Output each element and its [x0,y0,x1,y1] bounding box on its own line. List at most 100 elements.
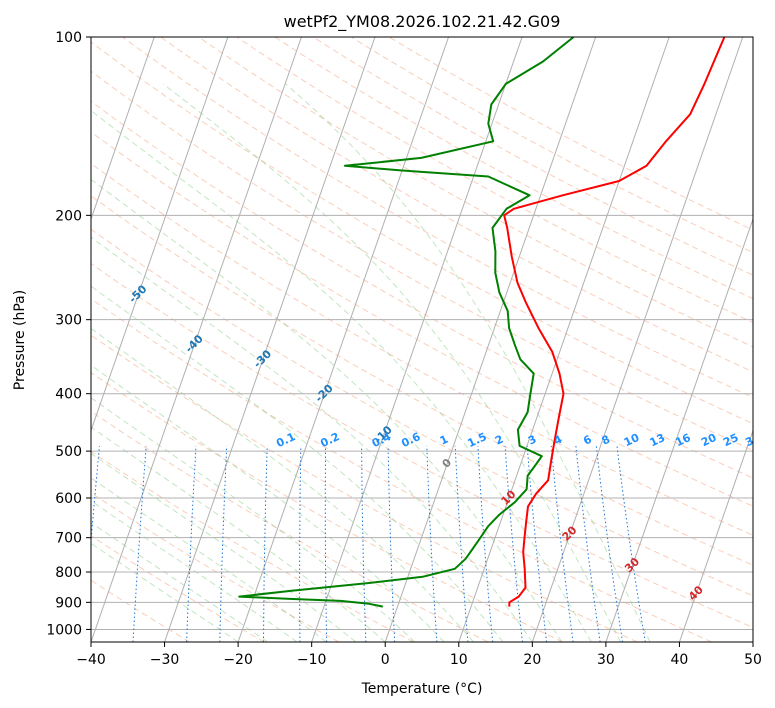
y-tick-label: 400 [55,387,82,403]
mixing-ratio-line [132,445,147,642]
mixing-ratio-line [186,445,197,642]
dry-adiabat-line [91,535,265,642]
moist-adiabat-line [91,236,533,642]
dry-adiabat-line [160,37,753,373]
dry-adiabat-line [274,37,753,300]
isotherm-label: -60 [70,233,93,256]
moist-adiabat-line [91,477,327,642]
isotherm-line [605,217,753,642]
x-tick-label: −40 [76,652,106,668]
dry-adiabat-line [91,492,340,642]
dry-adiabat-line [236,37,753,323]
mixing-ratio-label: 20 [699,431,719,449]
dewpoint-profile-line [238,37,575,608]
y-tick-label: 900 [55,595,82,611]
profile-series [238,37,726,608]
dry-adiabat-line [91,195,753,566]
isotherm-line [384,37,597,642]
dry-adiabat-line [91,372,563,642]
mixing-ratio-line [361,445,367,642]
moist-adiabat-line [91,542,239,642]
y-tick-label: 800 [55,565,82,581]
isotherm-line [0,37,7,642]
isotherm-line [91,37,155,221]
mixing-ratio-label: 10 [622,431,642,449]
temperature-profile-line [503,37,726,607]
dry-adiabat-line [350,37,753,253]
x-tick-label: 50 [744,652,762,668]
dry-adiabat-line [91,298,713,642]
dry-adiabat-line [91,162,753,536]
mixing-ratio-line [595,445,624,642]
dry-adiabat-line [312,37,753,276]
plot-background [91,37,753,642]
y-tick-label: 600 [55,491,82,507]
mixing-ratio-line [477,445,494,642]
moist-adiabat-line [91,500,298,642]
dry-adiabat-line [388,37,753,231]
mixing-ratio-line [426,445,438,642]
isotherm-line [531,37,744,642]
y-tick-label: 1000 [46,622,82,638]
chart-title: wetPf2_YM08.2026.102.21.42.G09 [284,12,561,32]
isotherm-line [678,429,753,642]
x-tick-label: −10 [297,652,327,668]
mixing-ratio-line [263,445,268,642]
moist-adiabat-line [91,109,592,642]
y-axis-label: Pressure (hPa) [12,290,28,390]
mixing-ratio-line [387,445,396,642]
isotherm-label: -70 [16,176,39,199]
mixing-ratio-line [324,445,328,642]
mixing-ratio-line [504,445,523,642]
y-tick-label: 200 [55,208,82,224]
dry-adiabat-line [91,262,753,629]
moist-adiabat-line [91,327,474,642]
dry-adiabat-line [91,41,753,425]
mixing-ratio-line [219,445,228,642]
isotherm-line [311,37,523,642]
moist-adiabat-line [91,521,268,642]
isotherm-line [164,37,376,642]
x-tick-label: −20 [223,652,253,668]
x-tick-label: 10 [450,652,468,668]
moist-adiabat-line [91,397,415,642]
moist-adiabat-line [91,285,504,642]
mixing-ratio-line [575,445,601,642]
x-axis-ticks: −40 −30 −20 −10 0 10 20 30 40 50 [76,642,762,668]
x-axis-label: Temperature (°C) [361,681,483,697]
mixing-ratio-line [526,445,548,642]
isotherm-lines [0,37,753,642]
y-tick-label: 100 [55,30,82,46]
x-tick-label: −30 [150,652,180,668]
y-axis-ticks: 100 200 300 400 500 600 700 800 900 1000 [46,30,91,638]
isotherm-line [752,640,753,642]
isotherm-line [91,37,229,433]
mixing-ratio-label: 25 [721,431,740,449]
moist-adiabat-line [285,83,651,642]
y-tick-label: 500 [55,444,82,460]
mixing-ratio-label: 36 [765,431,775,449]
dry-adiabat-line [91,70,753,451]
dry-adiabat-line [198,37,753,348]
isotherm-line [91,37,302,642]
plot-frame [90,36,754,643]
x-tick-label: 0 [381,652,390,668]
y-tick-label: 300 [55,313,82,329]
mixing-ratio-line [616,445,646,642]
x-tick-label: 40 [671,652,689,668]
moist-adiabat-line [91,364,445,642]
x-tick-label: 30 [597,652,615,668]
x-tick-label: 20 [523,652,541,668]
mixing-ratio-line [299,445,302,642]
moist-adiabat-line [91,178,563,642]
mixing-ratio-label: 16 [673,431,693,449]
y-tick-label: 700 [55,531,82,547]
mixing-ratio-line [550,445,574,642]
dry-adiabat-line [122,37,753,398]
mixing-ratio-label: 30 [743,431,763,449]
dry-adiabat-line [91,100,753,479]
isotherm-line [458,37,670,642]
mixing-ratio-label: 13 [648,431,667,449]
dry-adiabats [91,37,753,642]
